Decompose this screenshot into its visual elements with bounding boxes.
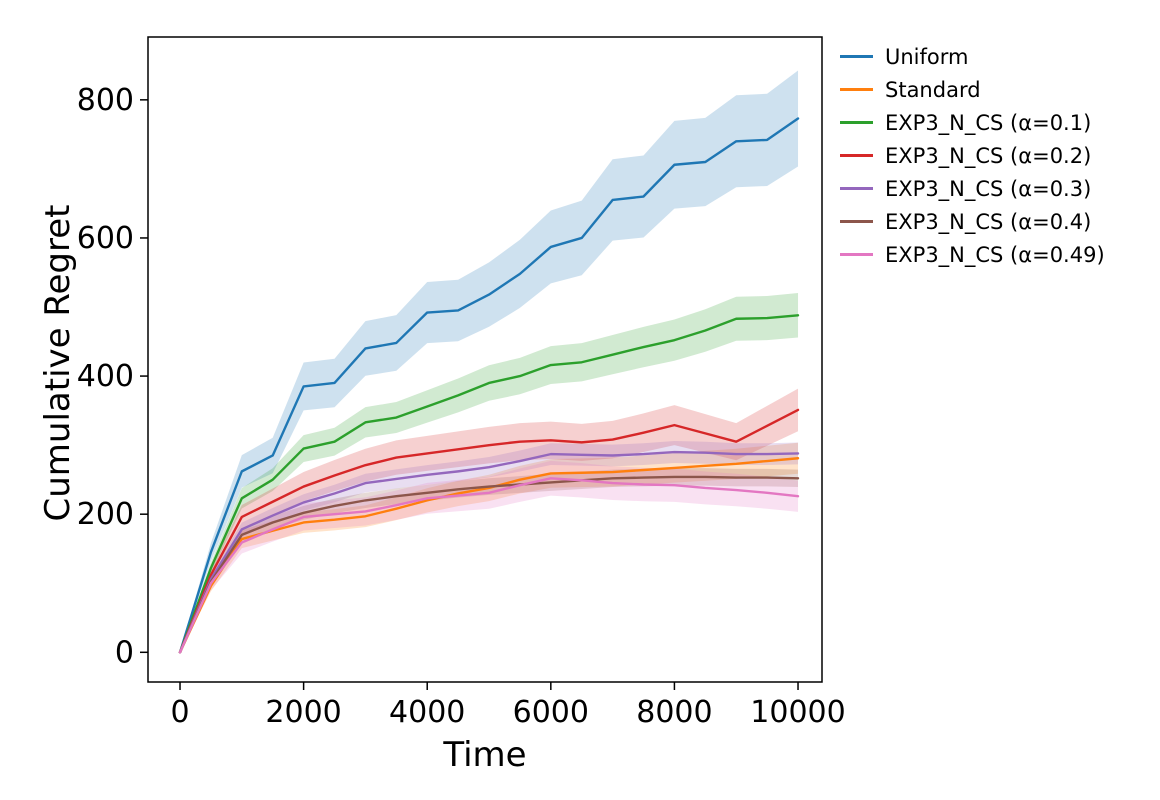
exp3-n-cs-0-3-line [178, 450, 800, 654]
legend-line-exp3-n-cs-0-1 [840, 121, 873, 124]
legend-item-exp3-n-cs-0-2: EXP3_N_CS (α=0.2) [840, 139, 1105, 172]
uniform-line [178, 117, 800, 654]
legend-label: EXP3_N_CS (α=0.1) [885, 110, 1092, 135]
exp3-n-cs-0-1-line [178, 314, 800, 654]
legend-label: EXP3_N_CS (α=0.4) [885, 209, 1092, 234]
legend-label: Uniform [885, 44, 969, 69]
legend-label: EXP3_N_CS (α=0.2) [885, 143, 1092, 168]
legend-line-uniform [840, 55, 873, 58]
y-tick-label: 200 [77, 497, 134, 532]
exp3-n-cs-0-49-line [178, 477, 800, 654]
legend-line-standard [840, 88, 873, 91]
x-tick-label: 4000 [389, 695, 465, 730]
legend-line-exp3-n-cs-0-3 [840, 187, 873, 190]
legend-label: EXP3_N_CS (α=0.49) [885, 242, 1105, 267]
x-tick-label: 0 [170, 695, 189, 730]
legend-item-standard: Standard [840, 73, 1105, 106]
exp3-n-cs-0-49-confidence-band [180, 460, 799, 653]
legend-label: EXP3_N_CS (α=0.3) [885, 176, 1092, 201]
y-axis-label: Cumulative Regret [38, 204, 78, 522]
legend-item-exp3-n-cs-0-3: EXP3_N_CS (α=0.3) [840, 172, 1105, 205]
y-tick-label: 0 [115, 635, 134, 670]
y-tick-label: 600 [77, 221, 134, 256]
legend-line-exp3-n-cs-0-2 [840, 154, 873, 157]
legend-item-uniform: Uniform [840, 40, 1105, 73]
x-tick-label: 8000 [636, 695, 712, 730]
legend-line-exp3-n-cs-0-4 [840, 220, 873, 223]
exp3-n-cs-0-4-line [178, 475, 800, 654]
y-tick-label: 400 [77, 359, 134, 394]
x-tick-label: 10000 [750, 695, 845, 730]
exp3-n-cs-0-1-confidence-band [180, 293, 799, 653]
x-tick-label: 2000 [265, 695, 341, 730]
legend-item-exp3-n-cs-0-49: EXP3_N_CS (α=0.49) [840, 238, 1105, 271]
legend-label: Standard [885, 77, 981, 102]
standard-line [178, 457, 800, 654]
uniform-confidence-band [180, 70, 799, 653]
exp3-n-cs-0-2-confidence-band [180, 388, 799, 653]
legend-item-exp3-n-cs-0-4: EXP3_N_CS (α=0.4) [840, 205, 1105, 238]
exp3-n-cs-0-2-line [178, 408, 800, 654]
x-tick-label: 6000 [513, 695, 589, 730]
legend-line-exp3-n-cs-0-49 [840, 253, 873, 256]
y-tick-label: 800 [77, 83, 134, 118]
legend-item-exp3-n-cs-0-1: EXP3_N_CS (α=0.1) [840, 106, 1105, 139]
axes-spines [147, 36, 823, 683]
x-axis-label: Time [443, 735, 527, 775]
legend: Uniform Standard EXP3_N_CS (α=0.1) EXP3_N_C… [840, 40, 1105, 271]
